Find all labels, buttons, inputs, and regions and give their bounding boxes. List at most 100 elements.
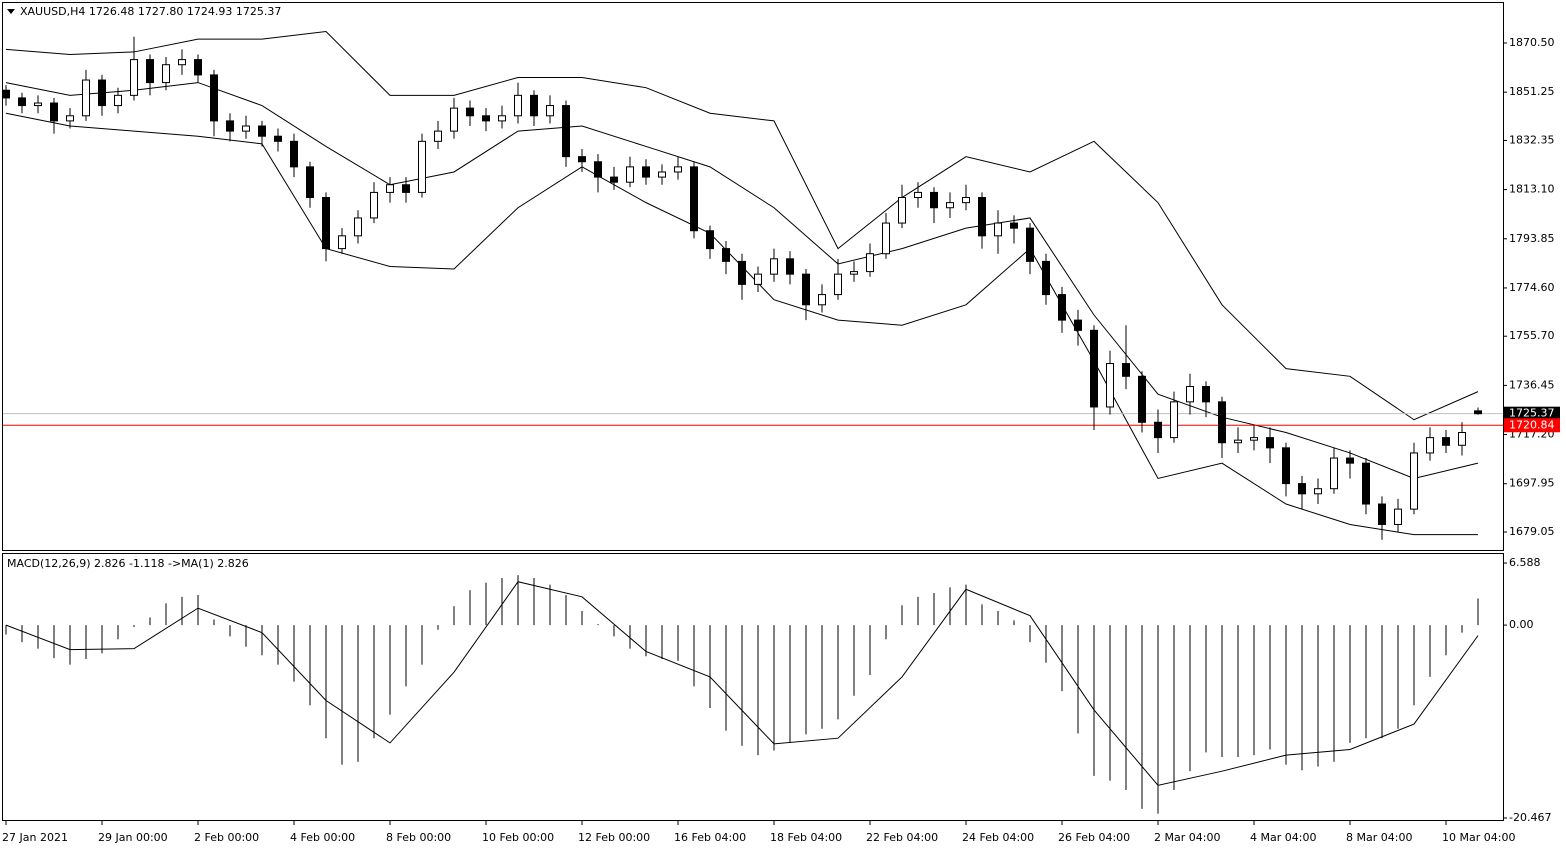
x-tick-label: 24 Feb 04:00	[962, 831, 1034, 844]
candle-body	[1010, 222, 1018, 229]
candle-body	[594, 161, 602, 178]
candle-body	[1330, 457, 1338, 490]
candle-body	[530, 94, 538, 117]
bollinger-upper	[5, 30, 1479, 421]
price-window	[2, 2, 1504, 551]
candle-body	[434, 130, 442, 142]
candle-body	[578, 156, 586, 163]
candle-body	[226, 120, 234, 132]
y-tick-label: 1793.85	[1509, 232, 1555, 245]
y-tick-label: 1832.35	[1509, 133, 1555, 146]
candle-body	[642, 166, 650, 178]
y-tick-label: 1755.70	[1509, 329, 1555, 342]
candle-body	[738, 260, 746, 285]
x-tick-label: 26 Feb 04:00	[1058, 831, 1130, 844]
candle-body	[946, 202, 954, 209]
candle-body	[658, 171, 666, 178]
y-tick-label: 1870.50	[1509, 36, 1555, 49]
candle-body	[1474, 410, 1482, 415]
candle-body	[242, 125, 250, 132]
y-tick-label: 1679.05	[1509, 525, 1555, 538]
candle-body	[834, 273, 842, 296]
candle-body	[1218, 401, 1226, 444]
price-label-box	[1504, 418, 1560, 433]
candle-body	[962, 197, 970, 204]
bollinger-middle	[5, 82, 1479, 480]
candle-body	[258, 125, 266, 137]
x-tick-label: 16 Feb 04:00	[674, 831, 746, 844]
candle-body	[546, 105, 554, 117]
candle-body	[1154, 421, 1162, 439]
candle-body	[850, 271, 858, 275]
x-tick-label: 27 Jan 2021	[2, 831, 68, 844]
candle-body	[402, 184, 410, 193]
price-label: 1725.37	[1509, 407, 1555, 420]
candle-body	[386, 184, 394, 193]
chart-title: XAUUSD,H4 1726.48 1727.80 1724.93 1725.3…	[20, 5, 281, 18]
x-tick-label: 22 Feb 04:00	[866, 831, 938, 844]
x-tick-label: 2 Mar 04:00	[1154, 831, 1220, 844]
candle-body	[1122, 363, 1130, 377]
candle-body	[1442, 437, 1450, 446]
x-tick-label: 4 Mar 04:00	[1250, 831, 1316, 844]
candle-body	[482, 115, 490, 122]
candle-body	[1410, 452, 1418, 510]
candle-body	[290, 140, 298, 168]
candle-body	[114, 94, 122, 107]
candle-body	[450, 107, 458, 132]
candle-body	[898, 197, 906, 224]
candle-body	[178, 59, 186, 66]
candle-body	[82, 79, 90, 117]
menu-triangle	[7, 9, 15, 14]
price-label-box	[1504, 406, 1560, 421]
candle-body	[1346, 457, 1354, 464]
candle-body	[978, 197, 986, 237]
y-tick-label: 1774.60	[1509, 281, 1555, 294]
candle-body	[802, 273, 810, 306]
candle-body	[930, 191, 938, 209]
candle-body	[130, 59, 138, 96]
y-tick-label: 1851.25	[1509, 85, 1555, 98]
candle-body	[1362, 462, 1370, 505]
candle-body	[1106, 363, 1114, 408]
candle-body	[674, 166, 682, 173]
candle-body	[754, 273, 762, 285]
candle-body	[786, 258, 794, 275]
candle-body	[882, 222, 890, 255]
candle-body	[1378, 503, 1386, 525]
candle-body	[354, 217, 362, 237]
signal-line	[5, 581, 1479, 786]
candle-body	[146, 59, 154, 84]
candle-body	[162, 64, 170, 84]
candle-body	[1090, 329, 1098, 408]
x-tick-label: 29 Jan 00:00	[98, 831, 168, 844]
candle-body	[306, 166, 314, 199]
candle-body	[322, 197, 330, 250]
candle-body	[498, 115, 506, 122]
x-tick-label: 18 Feb 04:00	[770, 831, 842, 844]
candle-body	[1026, 227, 1034, 262]
candle-body	[1138, 375, 1146, 423]
candle-body	[1186, 386, 1194, 403]
candle-body	[466, 107, 474, 117]
candle-body	[18, 97, 26, 107]
y-tick-label: 6.588	[1509, 556, 1541, 569]
candle-body	[994, 222, 1002, 237]
candle-body	[690, 166, 698, 232]
candle-body	[34, 102, 42, 107]
candle-body	[914, 191, 922, 199]
candle-body	[722, 248, 730, 262]
candle-body	[1458, 432, 1466, 446]
x-tick-label: 10 Feb 00:00	[482, 831, 554, 844]
y-tick-label: 1736.45	[1509, 378, 1555, 391]
candle-body	[2, 89, 10, 99]
x-tick-label: 8 Feb 00:00	[386, 831, 451, 844]
macd-title: MACD(12,26,9) 2.826 -1.118 ->MA(1) 2.826	[7, 557, 249, 570]
x-tick-label: 2 Feb 00:00	[194, 831, 259, 844]
x-tick-label: 10 Mar 04:00	[1442, 831, 1515, 844]
candle-body	[50, 102, 58, 122]
macd-window	[2, 553, 1504, 821]
candle-body	[274, 135, 282, 142]
